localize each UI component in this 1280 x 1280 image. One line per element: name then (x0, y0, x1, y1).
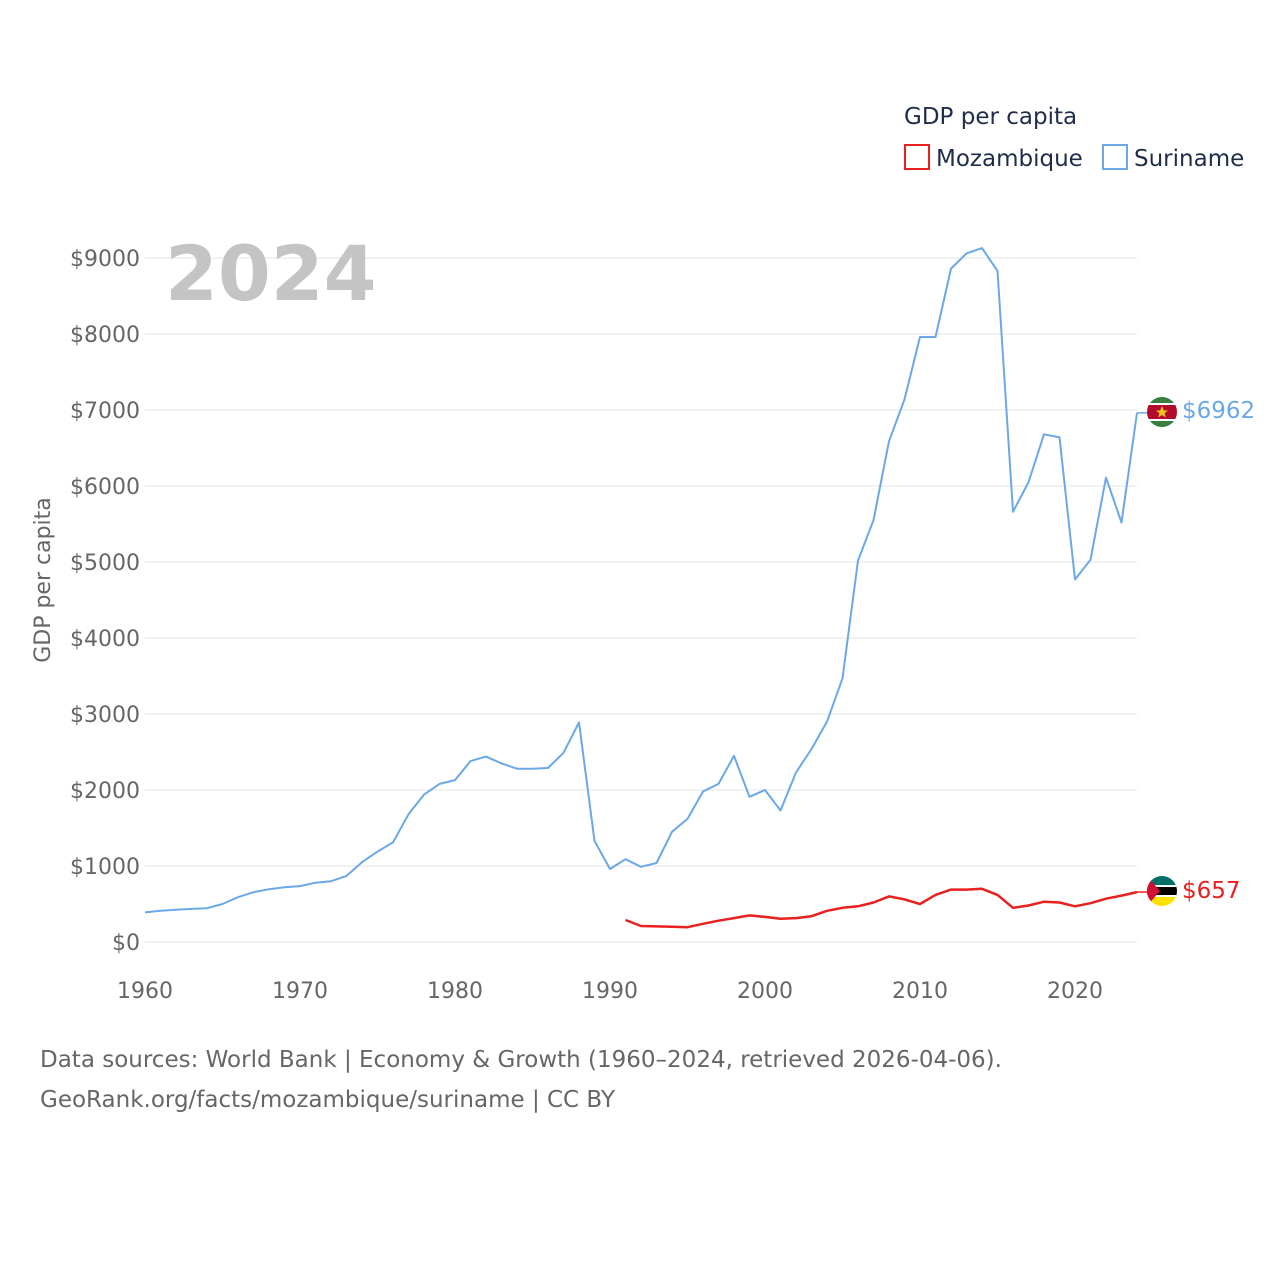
series-line-mozambique (625, 887, 1138, 929)
legend-item-mozambique[interactable]: Mozambique (904, 144, 1083, 172)
y-tick-label: $6000 (70, 475, 140, 500)
x-tick-label: 1970 (272, 979, 328, 1004)
x-tick-label: 2000 (737, 979, 793, 1004)
source-line-1: Data sources: World Bank | Economy & Gro… (40, 1047, 1002, 1073)
mozambique-end-label: $657 (1182, 878, 1241, 904)
legend-swatch-mozambique (904, 144, 930, 170)
y-tick-label: $7000 (70, 399, 140, 424)
y-tick-label: $1000 (70, 855, 140, 880)
gridlines (145, 257, 1137, 943)
mozambique-flag-icon (1147, 876, 1177, 906)
x-tick-label: 2010 (892, 979, 948, 1004)
legend-label-mozambique: Mozambique (936, 146, 1083, 172)
x-tick-label: 2020 (1047, 979, 1103, 1004)
y-tick-label: $4000 (70, 627, 140, 652)
legend-swatch-suriname (1102, 144, 1128, 170)
y-tick-label: $3000 (70, 703, 140, 728)
source-line-2: GeoRank.org/facts/mozambique/suriname | … (40, 1087, 615, 1113)
y-tick-label: $5000 (70, 551, 140, 576)
source-note: Data sources: World Bank | Economy & Gro… (40, 1040, 1002, 1120)
y-tick-label: $8000 (70, 323, 140, 348)
x-tick-label: 1980 (427, 979, 483, 1004)
year-label: 2024 (165, 229, 377, 318)
y-tick-label: $2000 (70, 779, 140, 804)
x-axis-ticks: 1960 1970 1980 1990 2000 2010 2020 (117, 979, 1103, 1004)
series-line-suriname (144, 247, 1138, 914)
suriname-flag-icon (1147, 397, 1177, 427)
series-lines (144, 247, 1147, 929)
y-axis-ticks: $0 $1000 $2000 $3000 $4000 $5000 $6000 $7000 $80… (70, 247, 140, 956)
y-axis-title: GDP per capita (31, 497, 56, 663)
x-tick-label: 1990 (582, 979, 638, 1004)
y-tick-label: $9000 (70, 247, 140, 272)
legend-item-suriname[interactable]: Suriname (1102, 144, 1244, 172)
suriname-end-label: $6962 (1182, 398, 1255, 424)
legend-title: GDP per capita (904, 104, 1077, 130)
y-tick-label: $0 (112, 931, 140, 956)
legend-label-suriname: Suriname (1134, 146, 1244, 172)
x-tick-label: 1960 (117, 979, 173, 1004)
